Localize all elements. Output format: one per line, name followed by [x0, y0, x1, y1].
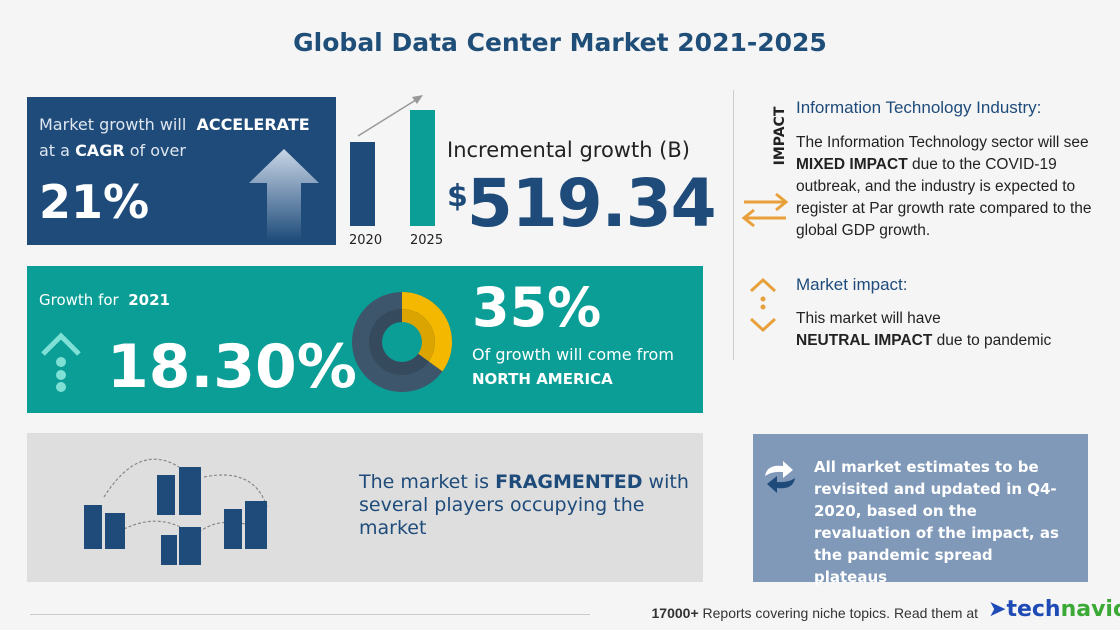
cagr-panel: Market growth will ACCELERATE at a CAGR … — [27, 97, 336, 245]
text: Growth for — [39, 291, 119, 309]
text: FRAGMENTED — [495, 471, 643, 493]
share-region: NORTH AMERICA — [472, 370, 613, 388]
text: due to pandemic — [936, 332, 1052, 349]
text: The Information Technology sector will s… — [796, 134, 1089, 151]
incremental-value: $519.34 — [447, 165, 717, 242]
refresh-icon — [765, 461, 795, 493]
cagr-line2: at a CAGR of over — [39, 141, 186, 160]
incremental-label: Incremental growth (B) — [447, 138, 690, 162]
page-title: Global Data Center Market 2021-2025 — [293, 28, 827, 57]
growth-panel: Growth for 2021 18.30% 35% Of growth wil… — [27, 266, 703, 413]
text: CAGR — [75, 141, 125, 160]
mixed-impact-arrows-icon — [741, 192, 789, 228]
industry-heading: Information Technology Industry: — [796, 98, 1042, 117]
value: 519.34 — [466, 165, 717, 242]
trend-arrow-icon — [357, 95, 423, 137]
text: with several players occupying the marke… — [359, 471, 689, 539]
logo-part: tech — [1006, 597, 1061, 622]
note-panel: All market estimates to be revisited and… — [753, 434, 1088, 586]
buildings-network-icon — [84, 458, 268, 565]
bar-2020 — [350, 142, 375, 226]
region-donut-chart — [352, 292, 452, 392]
growth-value: 18.30% — [107, 332, 357, 402]
text: due to the COVID-19 outbreak, and the in… — [796, 156, 1092, 239]
impact-label: IMPACT — [772, 106, 788, 166]
fragmented-text: The market is FRAGMENTED with several pl… — [359, 471, 689, 540]
text: ACCELERATE — [196, 115, 310, 134]
text: at a — [39, 141, 70, 160]
fragmented-panel: The market is FRAGMENTED with several pl… — [27, 433, 703, 582]
cagr-value: 21% — [39, 175, 150, 229]
text: Reports covering niche topics. Read them… — [702, 605, 978, 621]
market-impact-heading: Market impact: — [796, 275, 908, 294]
year-label: 2020 — [349, 233, 383, 248]
logo-part: navio — [1060, 597, 1120, 622]
footer-divider — [30, 614, 590, 615]
year-label: 2025 — [410, 233, 444, 248]
growth-label: Growth for 2021 — [39, 291, 170, 309]
text: MIXED IMPACT — [796, 156, 908, 173]
share-value: 35% — [472, 276, 602, 339]
industry-text: The Information Technology sector will s… — [796, 132, 1112, 242]
text: of over — [129, 141, 186, 160]
technavio-logo[interactable]: ➤technavio — [988, 597, 1120, 622]
up-arrow-icon — [249, 149, 319, 241]
growth-arrow-icon — [41, 332, 81, 392]
bar-2025 — [410, 110, 435, 226]
divider — [733, 90, 734, 360]
text: The market is — [359, 471, 490, 493]
neutral-impact-icon — [749, 277, 777, 333]
note-text: All market estimates to be revisited and… — [814, 458, 1059, 586]
cagr-line1: Market growth will ACCELERATE — [39, 115, 310, 134]
footer-text: 17000+ Reports covering niche topics. Re… — [652, 605, 978, 621]
text: 2021 — [128, 291, 170, 309]
currency: $ — [447, 179, 468, 214]
text: Market growth will — [39, 115, 187, 134]
market-impact-text: This market will have NEUTRAL IMPACT due … — [796, 308, 1096, 352]
text: This market will have — [796, 310, 941, 327]
report-count: 17000+ — [651, 605, 699, 621]
text: NEUTRAL IMPACT — [796, 332, 933, 349]
share-text: Of growth will come from — [472, 345, 674, 364]
